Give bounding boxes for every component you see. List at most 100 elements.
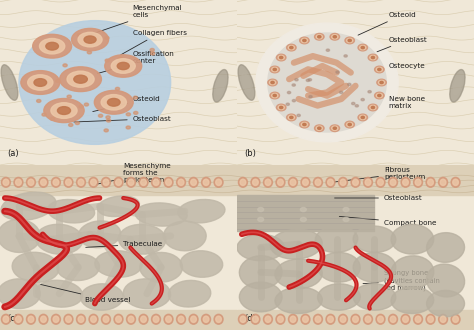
Ellipse shape <box>428 179 433 185</box>
Ellipse shape <box>251 178 260 187</box>
Ellipse shape <box>141 179 146 185</box>
Circle shape <box>36 99 41 102</box>
Ellipse shape <box>276 314 285 324</box>
Text: Osteoblast: Osteoblast <box>335 195 423 201</box>
Ellipse shape <box>76 178 85 187</box>
Circle shape <box>355 105 358 107</box>
Ellipse shape <box>358 114 367 121</box>
Ellipse shape <box>346 38 353 43</box>
Ellipse shape <box>114 314 123 324</box>
Ellipse shape <box>164 221 206 251</box>
Ellipse shape <box>403 316 409 322</box>
Text: Osteocyte: Osteocyte <box>368 63 426 72</box>
Bar <box>237 310 474 330</box>
Ellipse shape <box>52 178 61 187</box>
Ellipse shape <box>95 251 142 277</box>
Text: Mesenchymal
cells: Mesenchymal cells <box>83 5 182 37</box>
Ellipse shape <box>413 314 422 324</box>
Ellipse shape <box>94 90 133 114</box>
Ellipse shape <box>19 20 171 145</box>
Ellipse shape <box>253 179 258 185</box>
Ellipse shape <box>108 98 120 106</box>
Ellipse shape <box>353 226 396 252</box>
Ellipse shape <box>81 284 123 310</box>
Circle shape <box>306 79 310 82</box>
Ellipse shape <box>364 314 373 324</box>
Circle shape <box>105 37 109 40</box>
Ellipse shape <box>256 23 398 142</box>
Ellipse shape <box>152 314 161 324</box>
Ellipse shape <box>330 125 339 132</box>
Ellipse shape <box>289 314 298 324</box>
Ellipse shape <box>33 34 72 58</box>
Ellipse shape <box>290 179 296 185</box>
Ellipse shape <box>401 178 410 187</box>
Ellipse shape <box>338 314 347 324</box>
Circle shape <box>48 49 53 52</box>
Ellipse shape <box>16 179 21 185</box>
Ellipse shape <box>269 80 276 85</box>
Ellipse shape <box>34 79 46 86</box>
Ellipse shape <box>371 56 374 59</box>
Circle shape <box>352 102 355 105</box>
Circle shape <box>42 113 46 116</box>
Ellipse shape <box>28 179 34 185</box>
Ellipse shape <box>251 314 260 324</box>
Ellipse shape <box>189 314 198 324</box>
Ellipse shape <box>238 314 247 324</box>
Ellipse shape <box>67 71 94 87</box>
Ellipse shape <box>265 316 271 322</box>
Ellipse shape <box>41 179 46 185</box>
Ellipse shape <box>376 314 385 324</box>
Ellipse shape <box>368 54 378 61</box>
Ellipse shape <box>78 32 102 47</box>
Ellipse shape <box>318 284 360 310</box>
Ellipse shape <box>78 316 84 322</box>
Ellipse shape <box>89 178 98 187</box>
Text: Spongy bone
(cavities contain
red marrow): Spongy bone (cavities contain red marrow… <box>363 270 440 291</box>
Ellipse shape <box>39 39 65 54</box>
Ellipse shape <box>426 314 435 324</box>
Ellipse shape <box>128 316 134 322</box>
Ellipse shape <box>16 316 21 322</box>
Circle shape <box>150 49 155 51</box>
Ellipse shape <box>91 316 96 322</box>
Ellipse shape <box>313 314 322 324</box>
Circle shape <box>107 119 111 122</box>
Ellipse shape <box>427 264 465 297</box>
Ellipse shape <box>343 217 349 221</box>
Circle shape <box>134 112 138 115</box>
Ellipse shape <box>358 44 367 51</box>
Ellipse shape <box>389 178 398 187</box>
Ellipse shape <box>390 179 396 185</box>
Ellipse shape <box>301 314 310 324</box>
Circle shape <box>63 64 67 67</box>
Circle shape <box>361 98 365 101</box>
Ellipse shape <box>343 208 349 212</box>
Ellipse shape <box>348 39 351 42</box>
Ellipse shape <box>1 65 18 100</box>
Ellipse shape <box>164 178 173 187</box>
Circle shape <box>287 91 291 94</box>
Ellipse shape <box>5 73 14 92</box>
Ellipse shape <box>440 316 446 322</box>
Ellipse shape <box>57 254 100 280</box>
Ellipse shape <box>280 106 283 109</box>
Ellipse shape <box>253 316 258 322</box>
Ellipse shape <box>270 92 280 99</box>
Circle shape <box>106 116 110 119</box>
Ellipse shape <box>189 178 198 187</box>
Ellipse shape <box>264 314 273 324</box>
Circle shape <box>66 77 70 80</box>
Circle shape <box>50 117 55 120</box>
Ellipse shape <box>127 178 136 187</box>
Text: Mesenchyme
forms the
periosteum: Mesenchyme forms the periosteum <box>93 163 171 185</box>
Ellipse shape <box>346 122 353 127</box>
Ellipse shape <box>315 33 324 40</box>
Ellipse shape <box>84 36 96 43</box>
Ellipse shape <box>315 179 321 185</box>
Ellipse shape <box>276 178 285 187</box>
Ellipse shape <box>340 316 346 322</box>
Ellipse shape <box>272 93 278 98</box>
Ellipse shape <box>378 316 383 322</box>
